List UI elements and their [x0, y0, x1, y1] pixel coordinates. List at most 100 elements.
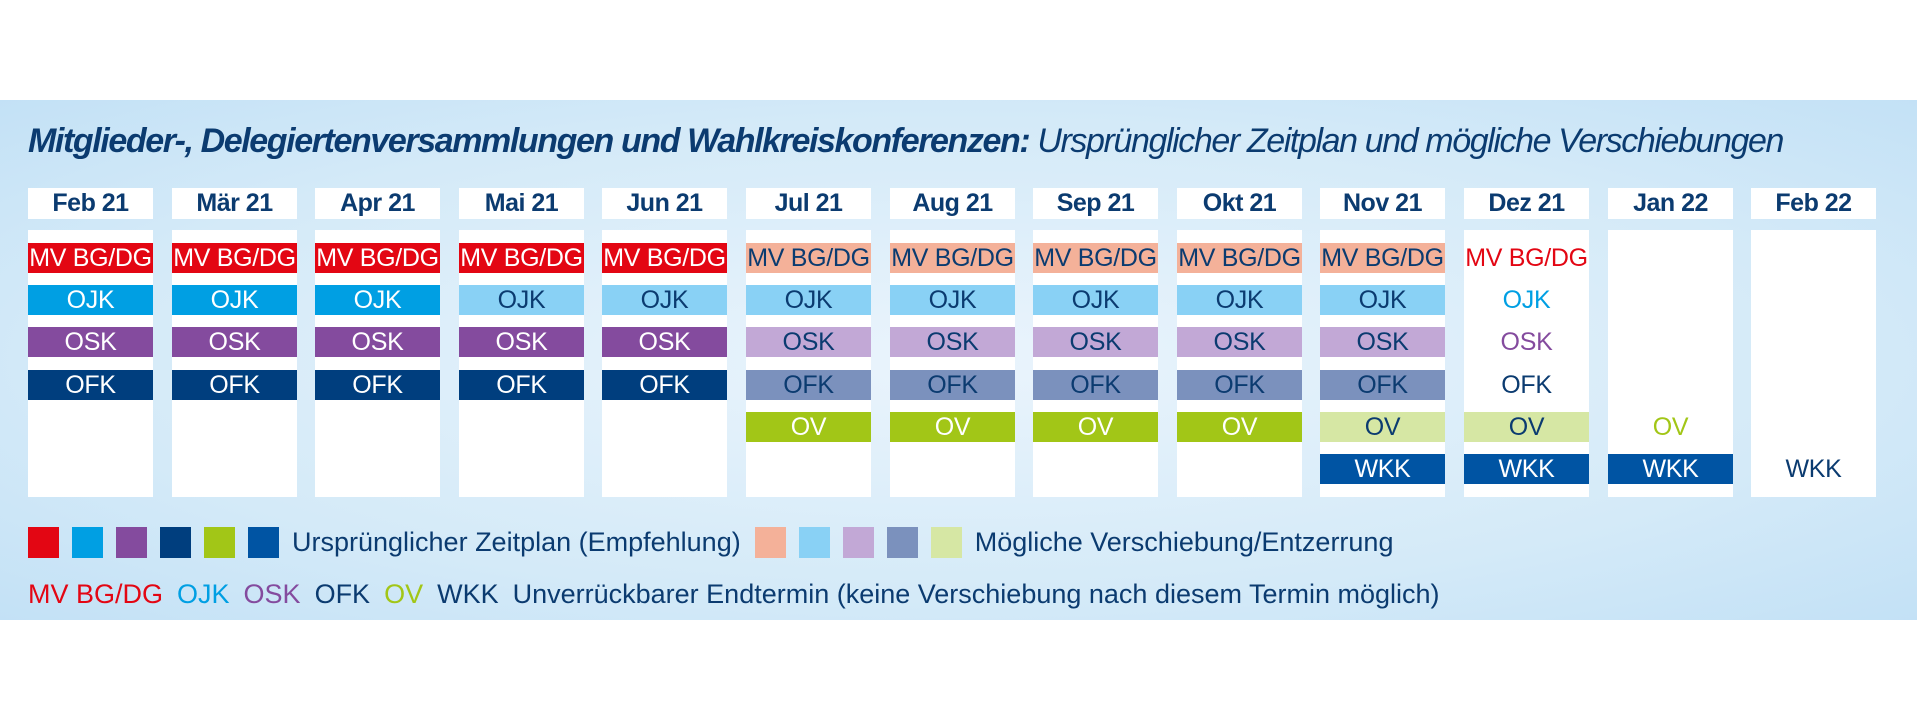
event-ov-shift: OV	[1464, 412, 1589, 442]
event-mv-bg-dg-original: MV BG/DG	[459, 243, 584, 273]
legend-shift-swatch-mv-shift	[754, 526, 786, 558]
legend-shift-label: Mögliche Verschiebung/Entzerrung	[974, 526, 1394, 557]
event-ofk-deadline: OFK	[1501, 371, 1552, 399]
event-ofk-shift: OFK	[1320, 370, 1445, 400]
month-column: OV WKK	[1608, 230, 1733, 497]
event-ov-shift: OV	[1320, 412, 1445, 442]
legend-deadline-row: MV BG/DG OJK OSK OFK OV WKK Unverrückbarer En…	[28, 576, 1440, 612]
month-column: MV BG/DG OJK OSK OFK OV WKK	[1464, 230, 1589, 497]
event-wkk-original: WKK	[1464, 454, 1589, 484]
event-mv-bg-dg-original: MV BG/DG	[28, 243, 153, 273]
event-ojk-shift: OJK	[746, 285, 871, 315]
month-header: Sep 21	[1033, 188, 1158, 219]
month-column: MV BG/DG OJK OSK OFK	[28, 230, 153, 497]
event-wkk-original: WKK	[1608, 454, 1733, 484]
event-osk-original: OSK	[602, 327, 727, 357]
month-header: Jan 22	[1608, 188, 1733, 219]
month-header: Mai 21	[459, 188, 584, 219]
month-column: MV BG/DG OJK OSK OFK OV	[1033, 230, 1158, 497]
event-osk-shift: OSK	[746, 327, 871, 357]
event-osk-shift: OSK	[1033, 327, 1158, 357]
event-ojk-original: OJK	[172, 285, 297, 315]
event-ofk-shift: OFK	[1177, 370, 1302, 400]
legend-original-swatch-ov-orig	[204, 526, 235, 558]
month-header: Dez 21	[1464, 188, 1589, 219]
event-ojk-shift: OJK	[1177, 285, 1302, 315]
legend-shift-swatch-osk-shift	[842, 526, 874, 558]
event-osk-original: OSK	[172, 327, 297, 357]
event-mv-bg-dg-original: MV BG/DG	[602, 243, 727, 273]
event-wkk-original: WKK	[1320, 454, 1445, 484]
legend-shift-swatch-ojk-shift	[798, 526, 830, 558]
legend-deadline-code: MV BG/DG	[28, 578, 164, 609]
event-ojk-shift: OJK	[1320, 285, 1445, 315]
event-osk-original: OSK	[459, 327, 584, 357]
event-mv-bg-dg-shift: MV BG/DG	[890, 243, 1015, 273]
legend-deadline-code: OFK	[314, 578, 371, 609]
event-ofk-original: OFK	[172, 370, 297, 400]
legend-shift-swatches	[754, 526, 975, 558]
month-header: Mär 21	[172, 188, 297, 219]
month-header: Feb 21	[28, 188, 153, 219]
title-bold: Mitglieder-, Delegiertenversammlungen un…	[28, 122, 1031, 160]
month-header: Jul 21	[746, 188, 871, 219]
event-ofk-original: OFK	[28, 370, 153, 400]
legend-deadline-code: OV	[384, 578, 424, 609]
legend-original-label: Ursprünglicher Zeitplan (Empfehlung)	[292, 526, 741, 557]
month-header: Nov 21	[1320, 188, 1445, 219]
month-header: Aug 21	[890, 188, 1015, 219]
month-column: MV BG/DG OJK OSK OFK	[315, 230, 440, 497]
event-osk-shift: OSK	[1177, 327, 1302, 357]
legend-original-swatch-wkk-orig	[248, 526, 279, 558]
event-mv-bg-dg-shift: MV BG/DG	[1177, 243, 1302, 273]
legend-shift-swatch-ov-shift	[930, 526, 962, 558]
legend-original-swatch-ojk-orig	[72, 526, 103, 558]
event-ojk-original: OJK	[315, 285, 440, 315]
legend-deadline-code: WKK	[437, 578, 499, 609]
month-column: MV BG/DG OJK OSK OFK OV	[1177, 230, 1302, 497]
month-column: MV BG/DG OJK OSK OFK OV	[890, 230, 1015, 497]
event-ofk-original: OFK	[602, 370, 727, 400]
event-osk-original: OSK	[315, 327, 440, 357]
month-header: Jun 21	[602, 188, 727, 219]
event-ov-original: OV	[1177, 412, 1302, 442]
event-ojk-deadline: OJK	[1502, 286, 1551, 314]
event-ov-original: OV	[1033, 412, 1158, 442]
month-column: WKK	[1751, 230, 1876, 497]
event-ofk-original: OFK	[459, 370, 584, 400]
event-mv-bg-dg-shift: MV BG/DG	[746, 243, 871, 273]
event-mv-bg-dg-shift: MV BG/DG	[1033, 243, 1158, 273]
legend-original-swatch-osk-orig	[116, 526, 147, 558]
event-mv-bg-dg-deadline: MV BG/DG	[1465, 244, 1588, 272]
legend-deadline-codes: MV BG/DG OJK OSK OFK OV WKK	[28, 579, 513, 610]
event-ofk-shift: OFK	[890, 370, 1015, 400]
month-column: MV BG/DG OJK OSK OFK OV	[746, 230, 871, 497]
event-ojk-shift: OJK	[459, 285, 584, 315]
event-ofk-original: OFK	[315, 370, 440, 400]
month-column: MV BG/DG OJK OSK OFK OV WKK	[1320, 230, 1445, 497]
event-ov-original: OV	[890, 412, 1015, 442]
event-mv-bg-dg-original: MV BG/DG	[172, 243, 297, 273]
event-ov-original: OV	[746, 412, 871, 442]
legend-schedule-row: Ursprünglicher Zeitplan (Empfehlung) Mög…	[28, 526, 1393, 558]
event-ojk-shift: OJK	[602, 285, 727, 315]
title-subtitle: Ursprünglicher Zeitplan und mögliche Ver…	[1037, 122, 1784, 160]
month-column: MV BG/DG OJK OSK OFK	[602, 230, 727, 497]
legend-deadline-label: Unverrückbarer Endtermin (keine Verschie…	[512, 578, 1440, 609]
event-wkk-deadline: WKK	[1785, 455, 1842, 483]
month-header: Feb 22	[1751, 188, 1876, 219]
event-ofk-shift: OFK	[746, 370, 871, 400]
legend-deadline-code: OSK	[243, 578, 301, 609]
diagram-title: Mitglieder-, Delegiertenversammlungen un…	[28, 117, 1784, 165]
legend-shift-swatch-ofk-shift	[886, 526, 918, 558]
legend-original-swatches	[28, 526, 292, 558]
month-header: Okt 21	[1177, 188, 1302, 219]
event-ov-deadline: OV	[1652, 413, 1689, 441]
event-osk-shift: OSK	[1320, 327, 1445, 357]
event-ofk-shift: OFK	[1033, 370, 1158, 400]
month-column: MV BG/DG OJK OSK OFK	[172, 230, 297, 497]
legend-original-swatch-mv-orig	[28, 526, 59, 558]
event-ojk-shift: OJK	[890, 285, 1015, 315]
month-column: MV BG/DG OJK OSK OFK	[459, 230, 584, 497]
legend-deadline-code: OJK	[177, 578, 230, 609]
